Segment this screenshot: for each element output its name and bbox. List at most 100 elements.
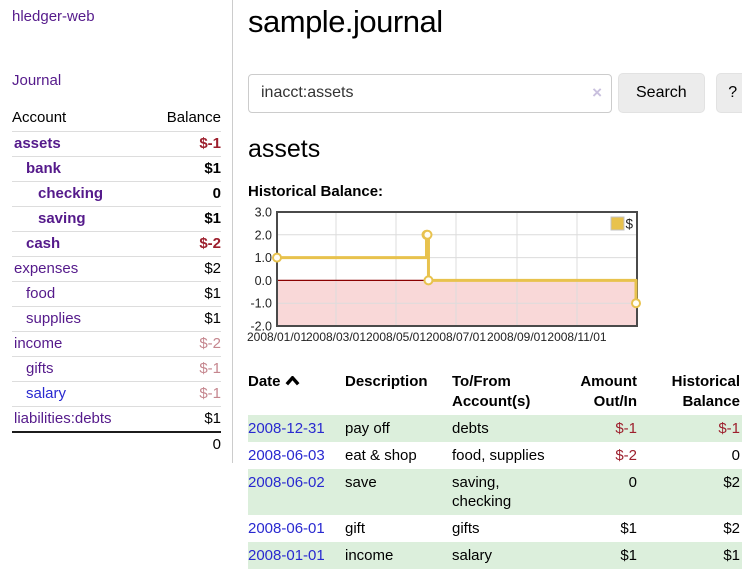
- transaction-accounts: food, supplies: [452, 447, 545, 464]
- register-row: 2008-06-02 save saving, checking 0 $2: [248, 469, 742, 515]
- search-input[interactable]: [248, 73, 612, 113]
- accounts-header-balance: Balance: [166, 109, 221, 126]
- account-balance: $-2: [147, 331, 221, 357]
- account-balance: $-1: [147, 131, 221, 157]
- account-link[interactable]: cash: [26, 235, 61, 252]
- register-row: 2008-12-31 pay off debts $-1 $-1: [248, 415, 742, 442]
- transaction-date-link[interactable]: 2008-06-01: [248, 520, 325, 537]
- account-link[interactable]: food: [26, 285, 56, 302]
- chart-title: Historical Balance:: [248, 183, 384, 200]
- account-row: cash $-2: [12, 231, 221, 257]
- transaction-description: gift: [345, 520, 366, 537]
- transaction-accounts: gifts: [452, 520, 480, 537]
- account-link[interactable]: saving: [38, 210, 86, 227]
- account-row: saving $1: [12, 206, 221, 232]
- account-balance: 0: [147, 181, 221, 207]
- transaction-amount: $1: [620, 520, 637, 537]
- y-axis-tick-label: 1.0: [255, 251, 272, 265]
- account-row: food $1: [12, 281, 221, 307]
- accounts-header-row: Account Balance: [12, 106, 221, 132]
- account-link[interactable]: salary: [26, 385, 67, 402]
- accounts-header-account: Account: [12, 109, 67, 126]
- x-axis-tick-label: 2008/03/01: [306, 330, 366, 344]
- register-column-header-historical: Historical Balance: [671, 373, 740, 410]
- chart-border: [276, 211, 638, 327]
- transaction-balance: 0: [731, 447, 740, 464]
- x-axis-tick-label: 2008/01/01: [247, 330, 307, 344]
- transaction-description: income: [345, 547, 394, 564]
- transaction-date-link[interactable]: 2008-06-02: [248, 474, 325, 491]
- main-content: sample.journal × Search ? assets Histori…: [233, 0, 742, 569]
- transaction-balance: $2: [723, 474, 740, 491]
- x-axis-tick-label: 2008/11/01: [547, 330, 606, 344]
- transaction-accounts: debts: [452, 420, 489, 437]
- brand-link[interactable]: hledger-web: [12, 8, 95, 25]
- account-row: expenses $2: [12, 256, 221, 282]
- chart-data-point[interactable]: [631, 298, 641, 309]
- account-row: bank $1: [12, 156, 221, 182]
- y-axis-tick-label: -2.0: [250, 320, 272, 334]
- account-link[interactable]: assets: [14, 135, 61, 152]
- account-balance: $-1: [147, 356, 221, 382]
- transaction-date-link[interactable]: 2008-12-31: [248, 420, 325, 437]
- search-button[interactable]: Search: [618, 73, 705, 113]
- account-link[interactable]: liabilities:debts: [14, 410, 112, 427]
- transaction-description: pay off: [345, 420, 390, 437]
- account-row: assets $-1: [12, 131, 221, 157]
- chart-data-point[interactable]: [422, 229, 433, 240]
- transaction-amount: $-2: [615, 447, 637, 464]
- accounts-table: Account Balance assets $-1 bank $1 checking 0…: [12, 106, 221, 457]
- transaction-amount: $1: [620, 547, 637, 564]
- account-balance: $2: [147, 256, 221, 282]
- chart-data-point[interactable]: [272, 252, 282, 263]
- account-link[interactable]: bank: [26, 160, 62, 177]
- transaction-date-link[interactable]: 2008-01-01: [248, 547, 325, 564]
- register-row: 2008-01-01 income salary $1 $1: [248, 542, 742, 569]
- account-link[interactable]: expenses: [14, 260, 79, 277]
- account-row: checking 0: [12, 181, 221, 207]
- transaction-accounts: salary: [452, 547, 493, 564]
- y-axis-tick-label: -1.0: [250, 297, 272, 311]
- transaction-description: eat & shop: [345, 447, 417, 464]
- account-balance: $1: [147, 406, 221, 432]
- page-title: sample.journal: [248, 4, 443, 39]
- account-link[interactable]: supplies: [26, 310, 82, 327]
- register-header-row: Date Description To/From Account(s) Amount …: [248, 370, 742, 415]
- x-axis-tick-label: 2008/09/01: [487, 330, 547, 344]
- register-column-header-to/from: To/From Account(s): [452, 373, 531, 410]
- x-axis-tick-label: 2008/05/01: [366, 330, 426, 344]
- x-axis-tick-label: 2008/07/01: [426, 330, 486, 344]
- transaction-balance: $1: [723, 547, 740, 564]
- sidebar-item-journal[interactable]: Journal: [12, 72, 62, 89]
- accounts-total-value: 0: [12, 431, 221, 457]
- transaction-balance: $2: [723, 520, 740, 537]
- sort-ascending-icon: [285, 376, 299, 386]
- account-link[interactable]: income: [14, 335, 63, 352]
- account-balance: $1: [147, 156, 221, 182]
- transaction-description: save: [345, 474, 377, 491]
- register-column-header-date[interactable]: Date: [248, 370, 345, 415]
- register-row: 2008-06-01 gift gifts $1 $2: [248, 515, 742, 542]
- search-form: × Search ?: [248, 73, 742, 113]
- clear-search-icon[interactable]: ×: [592, 82, 602, 102]
- account-balance: $1: [147, 281, 221, 307]
- account-link[interactable]: gifts: [26, 360, 54, 377]
- sidebar: hledger-web Journal Account Balance asse…: [0, 0, 233, 463]
- account-link[interactable]: checking: [38, 185, 104, 202]
- account-heading: assets: [248, 135, 321, 163]
- search-input-wrap: ×: [248, 73, 612, 113]
- transaction-date-link[interactable]: 2008-06-03: [248, 447, 325, 464]
- account-row: income $-2: [12, 331, 221, 357]
- register-row: 2008-06-03 eat & shop food, supplies $-2 0: [248, 442, 742, 469]
- register-column-header-description: Description: [345, 373, 428, 390]
- account-balance: $-2: [147, 231, 221, 257]
- chart-data-point[interactable]: [423, 275, 434, 286]
- historical-balance-chart: 3.0 2.0 1.0 0.0 -1.0 -2.02008/01/012008/03/01…: [247, 206, 641, 344]
- help-button[interactable]: ?: [715, 73, 742, 113]
- account-balance: $1: [147, 206, 221, 232]
- account-row: salary $-1: [12, 381, 221, 407]
- register-table-body: 2008-12-31 pay off debts $-1 $-1 2008-06-03 ea…: [248, 415, 742, 569]
- y-axis-tick-label: 2.0: [255, 228, 272, 242]
- transaction-accounts: saving, checking: [452, 474, 512, 510]
- y-axis-tick-label: 3.0: [255, 206, 272, 220]
